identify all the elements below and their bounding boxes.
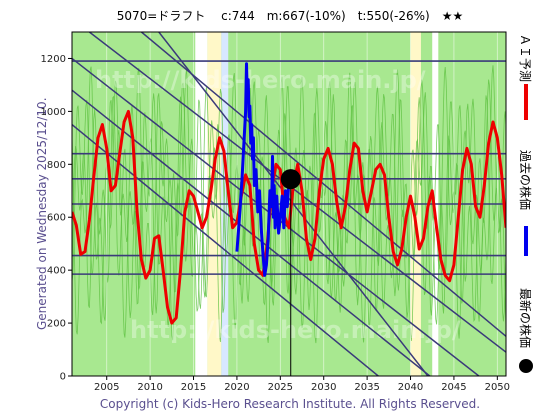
legend-label-ai-forecast: ＡＩ予測: [518, 34, 532, 82]
x-tick-label-2035: 2035: [354, 382, 379, 393]
x-tick-label-2005: 2005: [94, 382, 119, 393]
legend-label-past-price: 過去の株価: [518, 150, 533, 210]
latest-price-marker: [280, 169, 301, 190]
trend-line-3: [72, 89, 432, 376]
series-ai-forecast: [72, 109, 506, 325]
legend-label-latest-price: 最新の株価: [518, 288, 533, 348]
legend-item-ai-forecast: ＡＩ予測: [518, 34, 532, 120]
copyright-footer: Copyright (c) Kids-Hero Research Institu…: [100, 397, 480, 411]
x-tick-label-2030: 2030: [311, 382, 336, 393]
legend-swatch-latest-price: [519, 359, 533, 373]
legend-item-past-price: 過去の株価: [518, 150, 533, 256]
trend-line-6: [72, 124, 380, 376]
x-tick-label-2025: 2025: [268, 382, 293, 393]
x-tick-label-2040: 2040: [398, 382, 423, 393]
generated-date-note: Generated on Wednesday 2025/12/10.: [35, 97, 49, 330]
y-tick-label-1200: 1200: [41, 54, 66, 65]
x-tick-label-2010: 2010: [137, 382, 162, 393]
x-tick-label-2020: 2020: [224, 382, 249, 393]
legend: ＡＩ予測 過去の株価 最新の株価: [518, 34, 533, 373]
y-tick-label-1000: 1000: [41, 107, 66, 118]
trend-line-4: [140, 32, 506, 337]
x-tick-label-2015: 2015: [181, 382, 206, 393]
y-tick-label-800: 800: [47, 160, 66, 171]
texture-line-2: [72, 79, 506, 329]
texture-line-3: [72, 94, 506, 314]
y-tick-label-200: 200: [47, 319, 66, 330]
y-tick-label-400: 400: [47, 266, 66, 277]
plot-area: http://kids-hero.main.jp/ http://kids-he…: [71, 31, 507, 377]
x-tick-label-2045: 2045: [441, 382, 466, 393]
y-tick-label-0: 0: [60, 372, 66, 383]
chart-title: 5070=ドラフト c:744 m:667(-10%) t:550(-26%) …: [117, 9, 464, 23]
series-past-price: [235, 62, 291, 277]
trend-line-1: [88, 32, 506, 353]
legend-item-latest-price: 最新の株価: [518, 288, 533, 373]
trend-line-5: [158, 32, 429, 376]
watermark-top: http://kids-hero.main.jp/: [95, 66, 426, 94]
watermark-bottom: http://kids-hero.main.jp/: [130, 316, 461, 344]
x-tick-label-2050: 2050: [485, 382, 510, 393]
y-tick-label-600: 600: [47, 213, 66, 224]
